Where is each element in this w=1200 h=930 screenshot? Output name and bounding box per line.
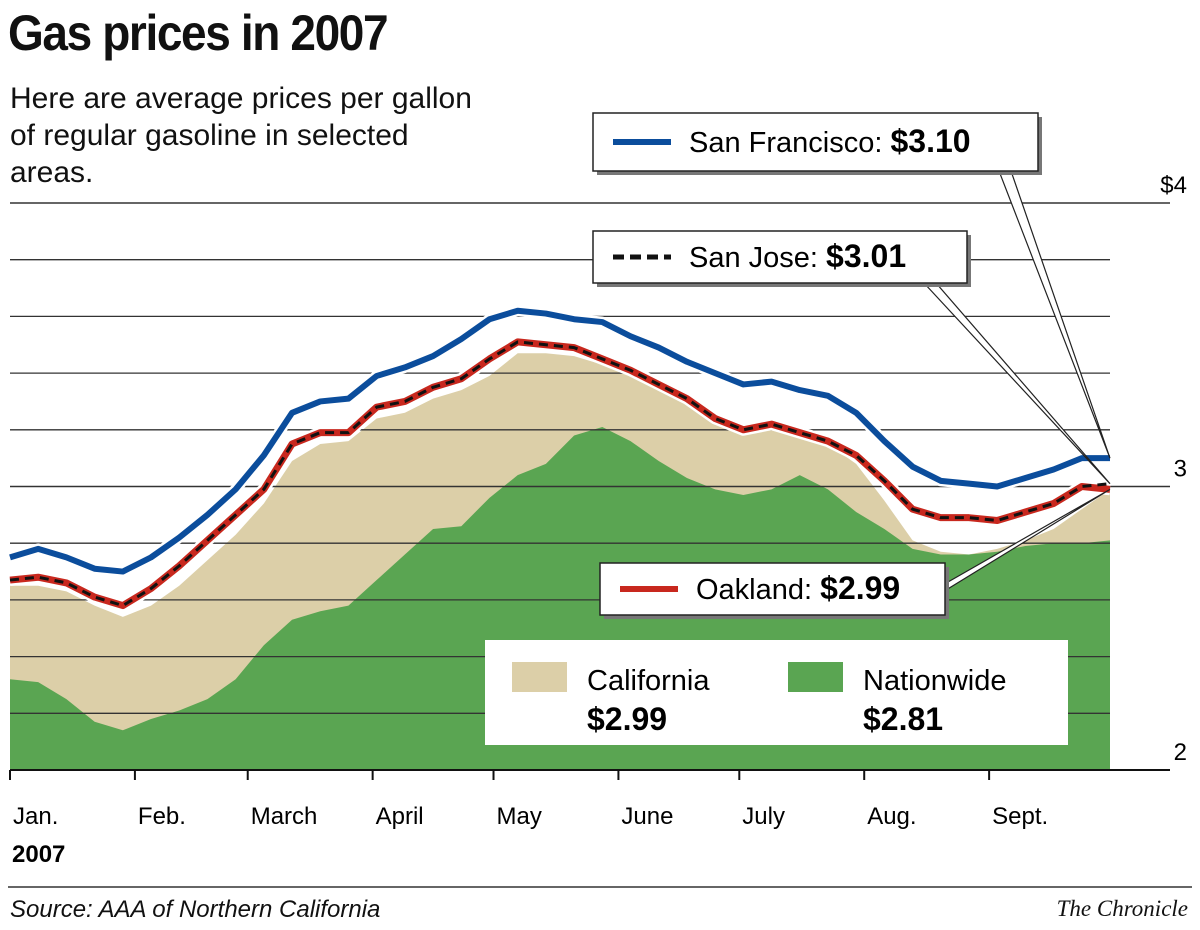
california-legend-value: $2.99: [587, 701, 667, 737]
y-tick-label: 3: [1174, 456, 1187, 483]
y-tick-label: $4: [1160, 172, 1187, 199]
y-tick-label: 2: [1174, 739, 1187, 766]
x-tick-label: March: [251, 803, 318, 830]
san-jose-callout-label: San Jose: $3.01: [689, 238, 906, 274]
x-tick-label: July: [742, 803, 785, 830]
x-tick-label: Feb.: [138, 803, 186, 830]
x-tick-label: Aug.: [867, 803, 916, 830]
series-name: San Jose: [689, 242, 810, 274]
chart-title: Gas prices in 2007: [8, 5, 389, 61]
x-tick-label: Sept.: [992, 803, 1048, 830]
nationwide-legend-value: $2.81: [863, 701, 943, 737]
year-label: 2007: [12, 841, 65, 868]
california-legend-swatch: [512, 662, 567, 692]
x-tick-label: May: [497, 803, 542, 830]
oakland-callout-label: Oakland: $2.99: [696, 570, 900, 606]
credit-logo: The Chronicle: [1056, 896, 1188, 921]
x-tick-label: June: [621, 803, 673, 830]
series-name: Oakland: [696, 574, 804, 606]
nationwide-legend-label: Nationwide: [863, 665, 1006, 697]
footer-divider: [8, 886, 1192, 888]
series-name: San Francisco: [689, 127, 874, 159]
x-tick-label: April: [376, 803, 424, 830]
san-francisco-callout-label: San Francisco: $3.10: [689, 123, 971, 159]
x-tick-label: Jan.: [13, 803, 58, 830]
chart-subtitle: Here are average prices per gallon of re…: [10, 82, 472, 189]
nationwide-legend-swatch: [788, 662, 843, 692]
san-francisco-line: [9, 307, 1110, 575]
series-value: $2.99: [820, 570, 900, 606]
san-francisco-callout-pointer: [998, 170, 1111, 459]
source-note: Source: AAA of Northern California: [10, 896, 381, 923]
series-value: $3.01: [826, 238, 906, 274]
california-legend-label: California: [587, 665, 710, 697]
series-value: $3.10: [890, 123, 970, 159]
san-jose-line: [9, 340, 1111, 608]
legend-box: [485, 640, 1068, 745]
